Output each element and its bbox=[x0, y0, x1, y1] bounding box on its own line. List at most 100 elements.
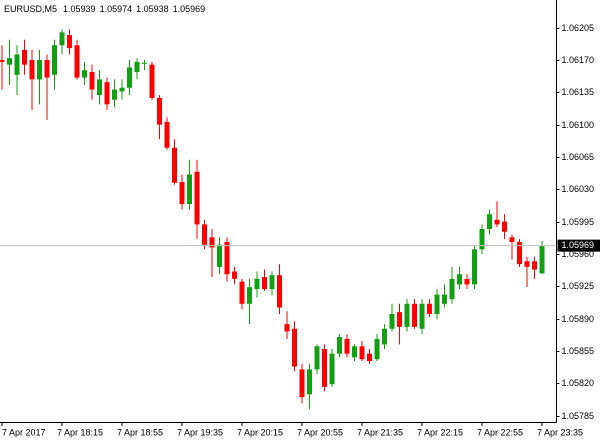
candle-body bbox=[539, 245, 545, 274]
x-tick-label: 7 Apr 20:55 bbox=[297, 427, 343, 437]
candle-body bbox=[269, 275, 275, 290]
y-tick-label: 1.06065 bbox=[562, 152, 595, 162]
candle-body bbox=[247, 287, 252, 304]
candle-body bbox=[262, 277, 267, 290]
y-tick-label: 1.05855 bbox=[562, 346, 595, 356]
ohlc-low: 1.05938 bbox=[136, 4, 169, 14]
y-tick-label: 1.05960 bbox=[562, 249, 595, 259]
candle-body bbox=[112, 89, 117, 100]
candle-body bbox=[314, 346, 320, 370]
candle-body bbox=[517, 241, 522, 265]
x-tick-label: 7 Apr 22:55 bbox=[477, 427, 523, 437]
candle-body bbox=[509, 237, 515, 242]
candle-body bbox=[7, 58, 12, 65]
candle-body bbox=[352, 346, 357, 358]
candle-body bbox=[382, 328, 387, 345]
candle-body bbox=[404, 303, 410, 327]
candle-body bbox=[487, 214, 492, 230]
candle-body bbox=[164, 121, 170, 148]
candle-body bbox=[29, 60, 35, 80]
y-tick-label: 1.06100 bbox=[562, 120, 595, 130]
candle-body bbox=[307, 369, 312, 395]
symbol: EURUSD,M5 bbox=[4, 4, 57, 14]
candle-body bbox=[337, 337, 342, 354]
candle-body bbox=[37, 60, 42, 80]
candle-body bbox=[367, 353, 372, 362]
candle-body bbox=[179, 181, 185, 205]
x-tick-label: 7 Apr 18:15 bbox=[57, 427, 103, 437]
candle-body bbox=[119, 87, 125, 92]
x-tick-label: 7 Apr 23:35 bbox=[537, 427, 583, 437]
candle-body bbox=[82, 70, 87, 78]
candle-body bbox=[464, 278, 470, 285]
candle-body bbox=[157, 97, 162, 125]
candle-body bbox=[0, 60, 5, 62]
y-tick-label: 1.06135 bbox=[562, 87, 595, 97]
candle-body bbox=[532, 261, 537, 270]
current-price-box bbox=[557, 239, 600, 252]
candle-body bbox=[127, 67, 132, 88]
candle-body bbox=[329, 353, 335, 385]
candle-body bbox=[149, 64, 155, 98]
candle-body bbox=[457, 274, 462, 285]
candle-body bbox=[44, 60, 50, 78]
candle-body bbox=[202, 224, 207, 245]
candle-body bbox=[104, 82, 110, 105]
candle-body bbox=[449, 278, 455, 300]
candle-body bbox=[89, 72, 95, 90]
y-tick-label: 1.05820 bbox=[562, 378, 595, 388]
x-tick-label: 7 Apr 22:15 bbox=[417, 427, 463, 437]
current-price-label: 1.05969 bbox=[562, 240, 595, 250]
candle-body bbox=[374, 338, 380, 360]
y-tick-label: 1.05925 bbox=[562, 281, 595, 291]
candle-body bbox=[232, 271, 237, 279]
candle-body bbox=[292, 328, 297, 367]
candle-body bbox=[434, 294, 440, 314]
ohlc-open: 1.05939 bbox=[63, 4, 96, 14]
y-tick-label: 1.05995 bbox=[562, 217, 595, 227]
candle-body bbox=[322, 349, 327, 387]
y-tick-label: 1.06030 bbox=[562, 184, 595, 194]
candle-body bbox=[299, 369, 305, 398]
candle-body bbox=[209, 237, 215, 248]
candle-body bbox=[217, 244, 222, 267]
x-tick-label: 7 Apr 19:35 bbox=[177, 427, 223, 437]
candle-body bbox=[397, 312, 402, 327]
candle-body bbox=[172, 147, 177, 183]
x-tick-label: 7 Apr 20:15 bbox=[237, 427, 283, 437]
candle-body bbox=[52, 45, 57, 75]
y-tick-label: 1.06205 bbox=[562, 23, 595, 33]
y-tick-label: 1.05785 bbox=[562, 411, 595, 421]
candle-body bbox=[194, 171, 200, 225]
candle-body bbox=[142, 62, 147, 64]
candle-body bbox=[97, 79, 102, 96]
ohlc-high: 1.05974 bbox=[100, 4, 133, 14]
y-tick-label: 1.05890 bbox=[562, 314, 595, 324]
candle-body bbox=[284, 324, 290, 332]
candle-body bbox=[187, 174, 192, 205]
candle-body bbox=[479, 229, 485, 250]
candle-body bbox=[524, 261, 530, 267]
candle-body bbox=[344, 338, 350, 354]
candle-body bbox=[277, 275, 282, 308]
candle-body bbox=[59, 32, 65, 46]
candle-body bbox=[224, 241, 230, 275]
candle-body bbox=[472, 249, 477, 285]
candle-body bbox=[239, 281, 245, 304]
candle-body bbox=[442, 294, 447, 304]
candle-body bbox=[254, 278, 260, 290]
candle-body bbox=[22, 49, 27, 65]
candle-body bbox=[74, 45, 80, 78]
candle-body bbox=[67, 35, 72, 49]
candle-body bbox=[419, 303, 425, 329]
x-tick-label: 7 Apr 2017 bbox=[2, 427, 46, 437]
candle-body bbox=[359, 346, 365, 360]
candle-body bbox=[389, 313, 395, 329]
candle-body bbox=[502, 221, 507, 232]
y-tick-label: 1.06170 bbox=[562, 55, 595, 65]
ohlc-close: 1.05969 bbox=[173, 4, 206, 14]
x-tick-label: 7 Apr 18:55 bbox=[117, 427, 163, 437]
chart-header: EURUSD,M5 1.05939 1.05974 1.05938 1.05969 bbox=[4, 4, 205, 14]
